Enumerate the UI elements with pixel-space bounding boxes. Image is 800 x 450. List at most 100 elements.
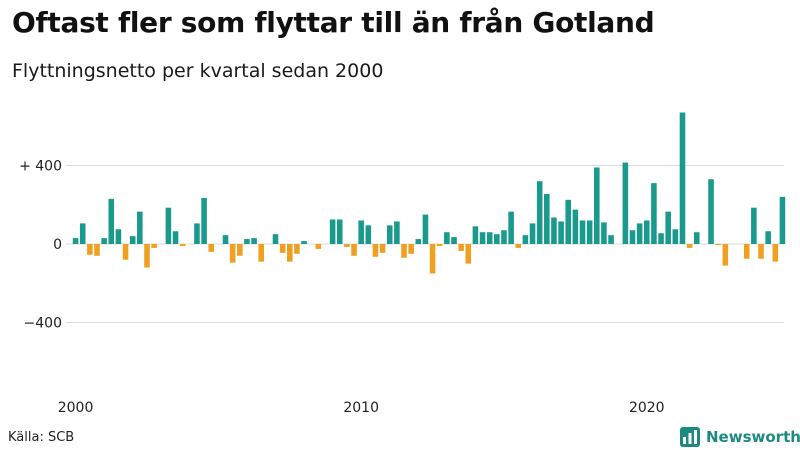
brand-name: Newsworthy <box>706 428 800 446</box>
bar-2000-Q1 <box>72 238 79 244</box>
bar-2010-Q1 <box>358 220 364 244</box>
bar-2023-Q3 <box>743 244 750 259</box>
bar-2001-Q3 <box>115 229 122 244</box>
bar-2013-Q3 <box>458 244 464 251</box>
x-axis-labels: 2000 2010 2020 <box>58 400 665 416</box>
bar-2015-Q1 <box>501 230 507 244</box>
y-tick-label: + 400 <box>19 159 62 175</box>
bar-2004-Q2 <box>194 223 200 244</box>
bar-2019-Q3 <box>629 230 636 244</box>
bar-2016-Q4 <box>551 217 557 244</box>
bar-2005-Q3 <box>229 244 236 263</box>
bar-2009-Q1 <box>329 219 336 244</box>
bar-2004-Q3 <box>201 197 207 244</box>
bar-2002-Q2 <box>137 211 143 244</box>
bar-2022-Q3 <box>715 244 721 245</box>
bar-2015-Q2 <box>508 211 514 244</box>
bar-2024-Q4 <box>779 196 786 244</box>
bar-2011-Q1 <box>386 225 393 244</box>
bar-2014-Q2 <box>479 232 486 244</box>
bar-2020-Q4 <box>665 211 671 244</box>
bar-2017-Q2 <box>565 199 572 244</box>
bar-2005-Q2 <box>222 235 229 244</box>
bar-2020-Q3 <box>658 233 664 244</box>
bar-2018-Q4 <box>608 235 614 244</box>
bar-2018-Q1 <box>586 220 593 244</box>
bar-2000-Q4 <box>94 244 100 256</box>
bar-2019-Q2 <box>622 162 629 244</box>
x-tick-label: 2000 <box>58 400 94 416</box>
bar-chart-logo-icon <box>680 427 700 447</box>
bar-2000-Q3 <box>87 244 93 255</box>
bar-2006-Q3 <box>258 244 264 262</box>
source-note: Källa: SCB <box>8 430 75 445</box>
bar-2014-Q1 <box>472 226 479 244</box>
bar-2009-Q2 <box>336 219 343 244</box>
bar-2008-Q3 <box>315 244 322 249</box>
bar-2021-Q4 <box>693 232 700 244</box>
bar-2012-Q4 <box>436 244 443 246</box>
bar-2003-Q4 <box>179 244 186 246</box>
bar-2011-Q2 <box>394 221 400 244</box>
bar-2000-Q2 <box>79 223 86 244</box>
bar-2007-Q1 <box>272 234 279 244</box>
bar-2005-Q4 <box>237 244 243 256</box>
x-tick-label: 2010 <box>343 400 379 416</box>
bar-2017-Q4 <box>579 220 586 244</box>
bar-2021-Q3 <box>686 244 693 248</box>
bar-2001-Q1 <box>101 238 107 244</box>
bar-2023-Q4 <box>751 207 757 244</box>
bar-2011-Q4 <box>408 244 414 254</box>
bar-2022-Q4 <box>722 244 729 266</box>
bar-2001-Q2 <box>108 198 115 244</box>
bar-2021-Q2 <box>679 112 686 244</box>
chart-subtitle: Flyttningsnetto per kvartal sedan 2000 <box>12 60 384 82</box>
y-axis-labels: + 400 0 −400 <box>19 159 62 332</box>
bar-2015-Q3 <box>515 244 522 248</box>
bar-2010-Q2 <box>365 225 372 244</box>
bar-2016-Q1 <box>529 223 536 244</box>
bar-2010-Q4 <box>379 244 386 253</box>
bar-2017-Q1 <box>558 221 564 244</box>
bar-2017-Q3 <box>572 209 579 244</box>
bar-2016-Q3 <box>544 193 550 244</box>
bar-2018-Q2 <box>594 167 600 244</box>
bar-2007-Q4 <box>294 244 300 254</box>
bar-2003-Q2 <box>165 207 172 244</box>
bar-2020-Q2 <box>651 183 657 244</box>
bar-2024-Q3 <box>772 244 779 262</box>
bar-2024-Q2 <box>765 231 771 244</box>
bar-2007-Q2 <box>279 244 286 253</box>
bar-2016-Q2 <box>536 181 543 244</box>
bar-2006-Q2 <box>251 238 257 244</box>
newsworthy-logo: Newsworthy <box>680 427 800 447</box>
bar-2014-Q3 <box>486 232 493 244</box>
bar-2002-Q1 <box>129 236 136 244</box>
bar-2022-Q2 <box>708 179 714 244</box>
y-tick-label: −400 <box>24 316 62 332</box>
bar-2014-Q4 <box>494 234 500 244</box>
bar-2008-Q1 <box>301 241 307 244</box>
x-tick-label: 2020 <box>629 400 665 416</box>
bar-2004-Q4 <box>208 244 215 252</box>
bar-2013-Q2 <box>451 237 457 244</box>
bar-2011-Q3 <box>401 244 407 258</box>
bar-2024-Q1 <box>758 244 764 259</box>
bar-2021-Q1 <box>672 229 679 244</box>
bar-2013-Q1 <box>444 232 450 244</box>
bar-2020-Q1 <box>643 220 650 244</box>
bar-2006-Q1 <box>244 239 250 244</box>
bar-2001-Q4 <box>122 244 129 260</box>
bar-2012-Q2 <box>422 214 429 244</box>
chart-title: Oftast fler som flyttar till än från Got… <box>12 6 655 39</box>
bar-2002-Q3 <box>144 244 150 268</box>
bar-2013-Q4 <box>465 244 472 264</box>
bar-2012-Q3 <box>429 244 436 274</box>
bars <box>72 112 786 274</box>
bar-2009-Q3 <box>344 244 350 247</box>
bar-2015-Q4 <box>522 235 529 244</box>
bar-2003-Q3 <box>172 231 179 244</box>
bar-2019-Q4 <box>636 223 643 244</box>
bar-2010-Q3 <box>372 244 379 257</box>
